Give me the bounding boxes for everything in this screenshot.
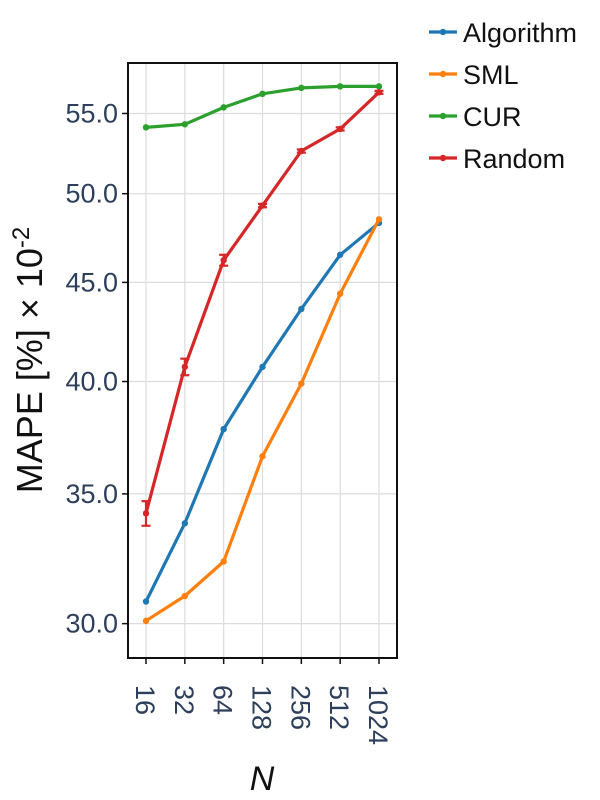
y-axis-title-exponent: -2 <box>8 227 35 248</box>
data-point <box>336 83 344 90</box>
data-point <box>142 124 150 131</box>
data-point <box>375 216 383 223</box>
y-tick-label: 55.0 <box>65 98 118 128</box>
legend-label: CUR <box>463 102 522 132</box>
x-tick-label: 256 <box>285 685 315 730</box>
data-point <box>181 121 189 128</box>
x-tick-label: 128 <box>247 685 277 730</box>
legend-label: SML <box>463 60 519 90</box>
y-tick-label: 40.0 <box>65 367 118 397</box>
data-point <box>298 305 305 313</box>
data-point <box>298 380 305 387</box>
legend-swatch-marker <box>439 112 447 120</box>
legend-label: Random <box>463 144 565 174</box>
data-point <box>259 453 266 460</box>
x-tick-label: 512 <box>324 685 354 730</box>
data-point <box>142 510 150 517</box>
y-tick-label: 35.0 <box>65 479 118 509</box>
axes: 30.0 35.0 40.0 45.0 50.0 55.0 16 32 64 128 256 512 1… <box>65 98 393 745</box>
legend-swatch-marker <box>439 70 447 78</box>
legend-swatch-marker <box>439 154 447 162</box>
y-tick-label: 50.0 <box>65 179 118 209</box>
x-tick-label: 16 <box>130 685 160 715</box>
data-point <box>181 520 189 527</box>
data-point <box>142 617 150 625</box>
data-point <box>142 598 150 605</box>
series-layer <box>141 83 384 625</box>
data-point <box>298 84 305 92</box>
data-point <box>375 89 383 96</box>
y-tick-label: 30.0 <box>65 609 118 639</box>
data-point <box>259 90 266 98</box>
grid-lines <box>128 63 397 658</box>
data-point <box>298 147 305 155</box>
legend-swatch-marker <box>439 28 447 36</box>
y-axis-title: MAPE [%] × 10-2 <box>8 227 50 493</box>
data-point <box>375 83 383 90</box>
data-point <box>336 290 344 297</box>
data-point <box>181 592 189 600</box>
data-point <box>336 251 344 258</box>
x-tick-label: 64 <box>208 685 238 715</box>
x-tick-label: 1024 <box>363 685 393 745</box>
legend: Algorithm SML CUR Random <box>429 18 577 174</box>
y-tick-label: 45.0 <box>65 267 118 297</box>
data-point <box>220 257 227 264</box>
data-point <box>181 363 189 371</box>
data-point <box>220 425 227 433</box>
x-tick-label: 32 <box>169 685 199 715</box>
data-point <box>220 104 227 111</box>
data-point <box>259 202 266 209</box>
x-axis-title: N <box>250 760 275 798</box>
y-axis-title-main: MAPE [%] × 10 <box>9 248 50 493</box>
legend-label: Algorithm <box>463 18 577 48</box>
data-point <box>220 558 227 565</box>
data-point <box>259 363 266 371</box>
data-point <box>336 125 344 133</box>
